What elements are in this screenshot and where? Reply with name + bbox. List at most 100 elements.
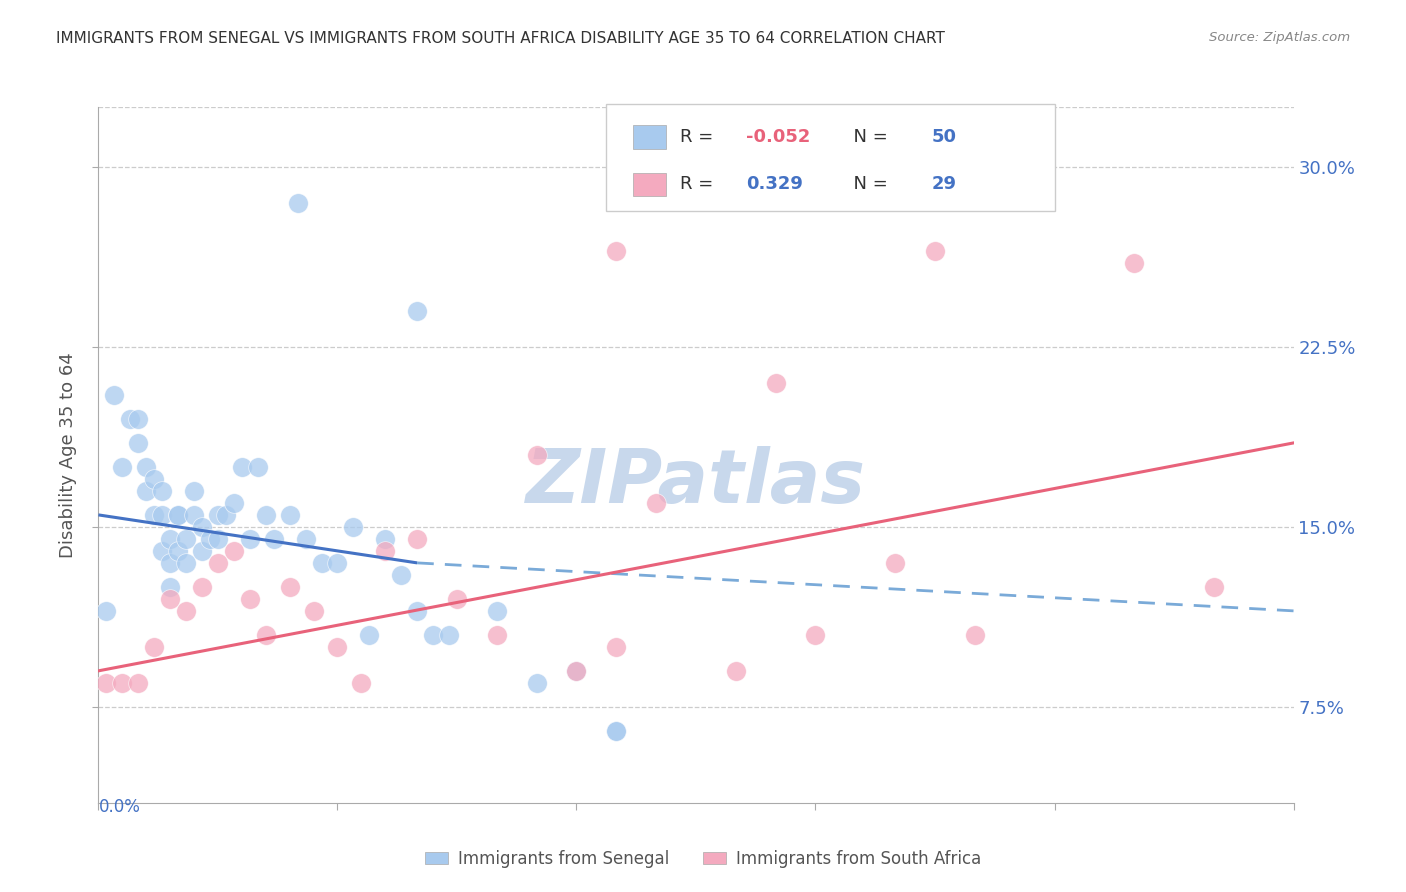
Point: [526, 448, 548, 462]
Point: [406, 604, 429, 618]
Point: [342, 520, 364, 534]
Text: 50: 50: [931, 128, 956, 146]
Point: [159, 556, 181, 570]
Text: 29: 29: [931, 176, 956, 194]
Point: [765, 376, 787, 390]
Point: [96, 604, 118, 618]
Point: [167, 544, 190, 558]
Point: [605, 244, 627, 258]
Point: [326, 556, 349, 570]
Point: [191, 544, 214, 558]
Point: [167, 508, 190, 522]
Point: [605, 723, 627, 738]
Point: [526, 676, 548, 690]
Point: [246, 459, 269, 474]
Point: [183, 508, 205, 522]
Point: [159, 532, 181, 546]
Point: [207, 556, 229, 570]
Point: [127, 676, 149, 690]
Point: [963, 628, 986, 642]
Point: [311, 556, 333, 570]
FancyBboxPatch shape: [606, 103, 1054, 211]
Point: [159, 591, 181, 606]
Point: [174, 532, 197, 546]
Text: IMMIGRANTS FROM SENEGAL VS IMMIGRANTS FROM SOUTH AFRICA DISABILITY AGE 35 TO 64 : IMMIGRANTS FROM SENEGAL VS IMMIGRANTS FR…: [56, 31, 945, 46]
Point: [326, 640, 349, 654]
Point: [222, 544, 245, 558]
Point: [111, 676, 134, 690]
Text: N =: N =: [842, 176, 893, 194]
Point: [150, 483, 173, 498]
Point: [143, 640, 166, 654]
Point: [207, 532, 229, 546]
Legend: Immigrants from Senegal, Immigrants from South Africa: Immigrants from Senegal, Immigrants from…: [418, 844, 988, 875]
Point: [278, 508, 301, 522]
Point: [287, 196, 309, 211]
Point: [374, 544, 396, 558]
Text: Source: ZipAtlas.com: Source: ZipAtlas.com: [1209, 31, 1350, 45]
Point: [143, 508, 166, 522]
Point: [605, 723, 627, 738]
Point: [127, 412, 149, 426]
Bar: [633, 126, 666, 149]
Point: [485, 604, 508, 618]
Y-axis label: Disability Age 35 to 64: Disability Age 35 to 64: [59, 352, 77, 558]
Point: [174, 556, 197, 570]
Point: [198, 532, 221, 546]
Point: [406, 304, 429, 318]
Point: [924, 244, 946, 258]
Point: [254, 628, 277, 642]
Point: [143, 472, 166, 486]
Point: [222, 496, 245, 510]
Point: [135, 459, 157, 474]
Text: 0.329: 0.329: [747, 176, 803, 194]
Point: [239, 591, 262, 606]
Point: [120, 412, 142, 426]
Point: [254, 508, 277, 522]
Point: [263, 532, 285, 546]
Point: [103, 388, 125, 402]
Point: [294, 532, 316, 546]
Point: [191, 580, 214, 594]
Text: ZIPatlas: ZIPatlas: [526, 446, 866, 519]
Point: [1202, 580, 1225, 594]
Point: [278, 580, 301, 594]
Point: [406, 532, 429, 546]
Point: [159, 580, 181, 594]
Point: [437, 628, 460, 642]
Point: [485, 628, 508, 642]
Point: [96, 676, 118, 690]
Point: [174, 604, 197, 618]
Point: [1123, 256, 1146, 270]
Point: [183, 483, 205, 498]
Point: [167, 508, 190, 522]
Point: [724, 664, 747, 678]
Point: [565, 664, 588, 678]
Point: [111, 459, 134, 474]
Point: [191, 520, 214, 534]
Point: [804, 628, 827, 642]
Point: [127, 436, 149, 450]
Text: 0.0%: 0.0%: [98, 798, 141, 816]
Point: [150, 508, 173, 522]
Point: [374, 532, 396, 546]
Point: [645, 496, 668, 510]
Text: R =: R =: [681, 128, 720, 146]
Point: [446, 591, 468, 606]
Point: [359, 628, 381, 642]
Text: N =: N =: [842, 128, 893, 146]
Point: [239, 532, 262, 546]
Text: -0.052: -0.052: [747, 128, 810, 146]
Text: R =: R =: [681, 176, 725, 194]
Point: [422, 628, 444, 642]
Point: [389, 567, 412, 582]
Point: [150, 544, 173, 558]
Point: [215, 508, 238, 522]
Point: [350, 676, 373, 690]
Point: [207, 508, 229, 522]
Point: [565, 664, 588, 678]
Point: [605, 640, 627, 654]
Point: [135, 483, 157, 498]
Point: [302, 604, 325, 618]
Point: [884, 556, 907, 570]
